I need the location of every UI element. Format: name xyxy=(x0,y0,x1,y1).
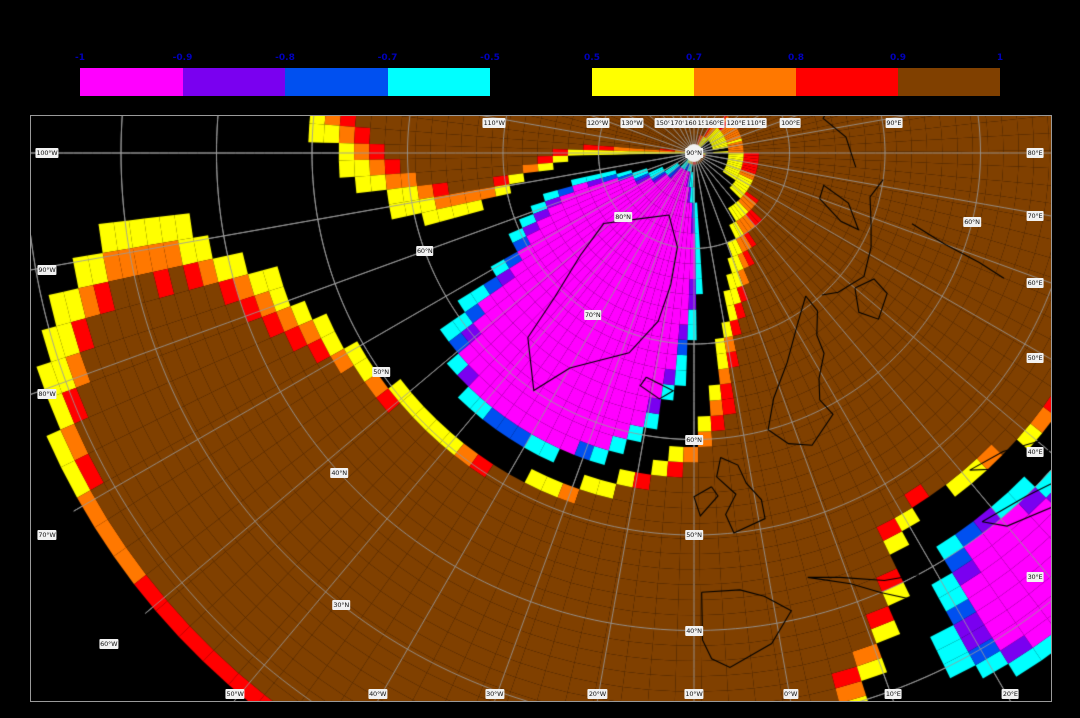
graticule-label-lon-top-6: 160°E xyxy=(683,118,705,128)
graticule-label-lon-top-10: 110°E xyxy=(745,118,767,128)
graticule-label-lon-bottom-0: 50°W xyxy=(225,689,245,699)
pos-tick-1: 0.7 xyxy=(686,53,702,63)
graticule-label-lon-bottom-1: 40°W xyxy=(368,689,388,699)
graticule-label-lon-right-3: 60°E xyxy=(1026,277,1044,288)
graticule-label-lon-bottom-5: 0°W xyxy=(782,689,799,699)
map-plot-area: 90°N 40°N 50°N 60°N 70°N 80°N 30°N 40°N 50°N 60°N… xyxy=(30,115,1052,702)
neg-tick-4: -0.5 xyxy=(480,53,500,63)
colorbar-swatch-brown xyxy=(898,68,1000,96)
graticule-label-lon-right-5: 40°E xyxy=(1026,447,1044,458)
graticule-label-lon-right-1: 80°E xyxy=(1026,148,1044,158)
pos-tick-4: 1 xyxy=(996,53,1004,63)
graticule-label-lon-top-0: 100°W xyxy=(35,148,59,158)
colorbar-swatch-purple xyxy=(182,68,285,96)
graticule-label-pole: 90°N xyxy=(685,148,703,158)
graticule-label-lat-4: 80°N xyxy=(614,211,632,222)
graticule-label-lon-top-4: 150° xyxy=(654,118,672,128)
positive-colorbar-ticks: 0.5 0.7 0.8 0.9 1 xyxy=(584,53,1004,67)
graticule-label-lon-right-4: 50°E xyxy=(1026,353,1044,364)
graticule-label-lon-left-1: 80°W xyxy=(37,388,57,399)
graticule-label-lon-top-1: 110°W xyxy=(482,118,506,128)
pos-tick-3: 0.9 xyxy=(890,53,906,63)
colorbar-swatch-red xyxy=(796,68,898,96)
graticule-label-lat-east-0: 60°N xyxy=(963,217,981,228)
graticule-label-lon-left-3: 60°W xyxy=(99,639,119,650)
graticule-label-lon-left-0: 90°W xyxy=(37,264,57,275)
colorbar-swatch-blue xyxy=(285,68,388,96)
graticule-label-lat-west-1: 40°N xyxy=(330,467,348,478)
graticule-label-lon-bottom-8: 30°E xyxy=(1026,572,1044,583)
graticule-label-lon-top-5: 170°W xyxy=(669,118,693,128)
colorbar-swatch-cyan xyxy=(387,68,490,96)
colorbar-swatch-yellow xyxy=(592,68,694,96)
negative-correlation-colorbar xyxy=(80,68,490,96)
graticule-label-lon-top-8: 160°E xyxy=(703,118,725,128)
graticule-label-lat-2: 60°N xyxy=(685,434,703,445)
graticule-label-lat-1: 50°N xyxy=(685,530,703,540)
graticule-label-lon-right-2: 70°E xyxy=(1026,210,1044,221)
graticule-label-lon-top-11: 100°E xyxy=(780,118,801,128)
graticule-label-lon-left-2: 70°W xyxy=(37,530,57,540)
graticule-label-lon-bottom-4: 10°W xyxy=(684,689,704,699)
graticule-label-lat-west-0: 30°N xyxy=(332,599,351,610)
negative-colorbar-ticks: -1 -0.9 -0.8 -0.7 -0.5 xyxy=(75,53,500,67)
graticule-label-lon-bottom-7: 20°E xyxy=(1001,689,1019,699)
positive-correlation-colorbar xyxy=(592,68,1000,96)
colorbar-swatch-orange xyxy=(694,68,796,96)
graticule-label-lon-top-9: 120°E xyxy=(725,118,747,128)
colorbar-swatch-magenta xyxy=(80,68,183,96)
graticule-label-lon-top-3: 130°W xyxy=(620,118,644,128)
graticule-label-lon-bottom-2: 30°W xyxy=(485,689,505,699)
graticule-label-lon-top-2: 120°W xyxy=(585,118,610,128)
pos-tick-2: 0.8 xyxy=(788,53,804,63)
graticule-label-lon-bottom-6: 10°E xyxy=(884,689,902,699)
correlation-heatmap-canvas xyxy=(31,116,1051,701)
graticule-label-lat-west-3: 60°N xyxy=(415,245,434,256)
pos-tick-0: 0.5 xyxy=(584,53,600,63)
graticule-label-lat-west-2: 50°N xyxy=(372,367,390,378)
graticule-label-lat-0: 40°N xyxy=(685,625,703,636)
graticule-label-lat-3: 70°N xyxy=(583,309,602,320)
neg-tick-0: -1 xyxy=(75,53,85,63)
graticule-label-lon-right-0: 90°E xyxy=(885,118,903,128)
neg-tick-3: -0.7 xyxy=(377,53,398,63)
graticule-label-lon-bottom-3: 20°W xyxy=(587,689,607,699)
neg-tick-1: -0.9 xyxy=(172,53,193,63)
neg-tick-2: -0.8 xyxy=(275,53,295,63)
